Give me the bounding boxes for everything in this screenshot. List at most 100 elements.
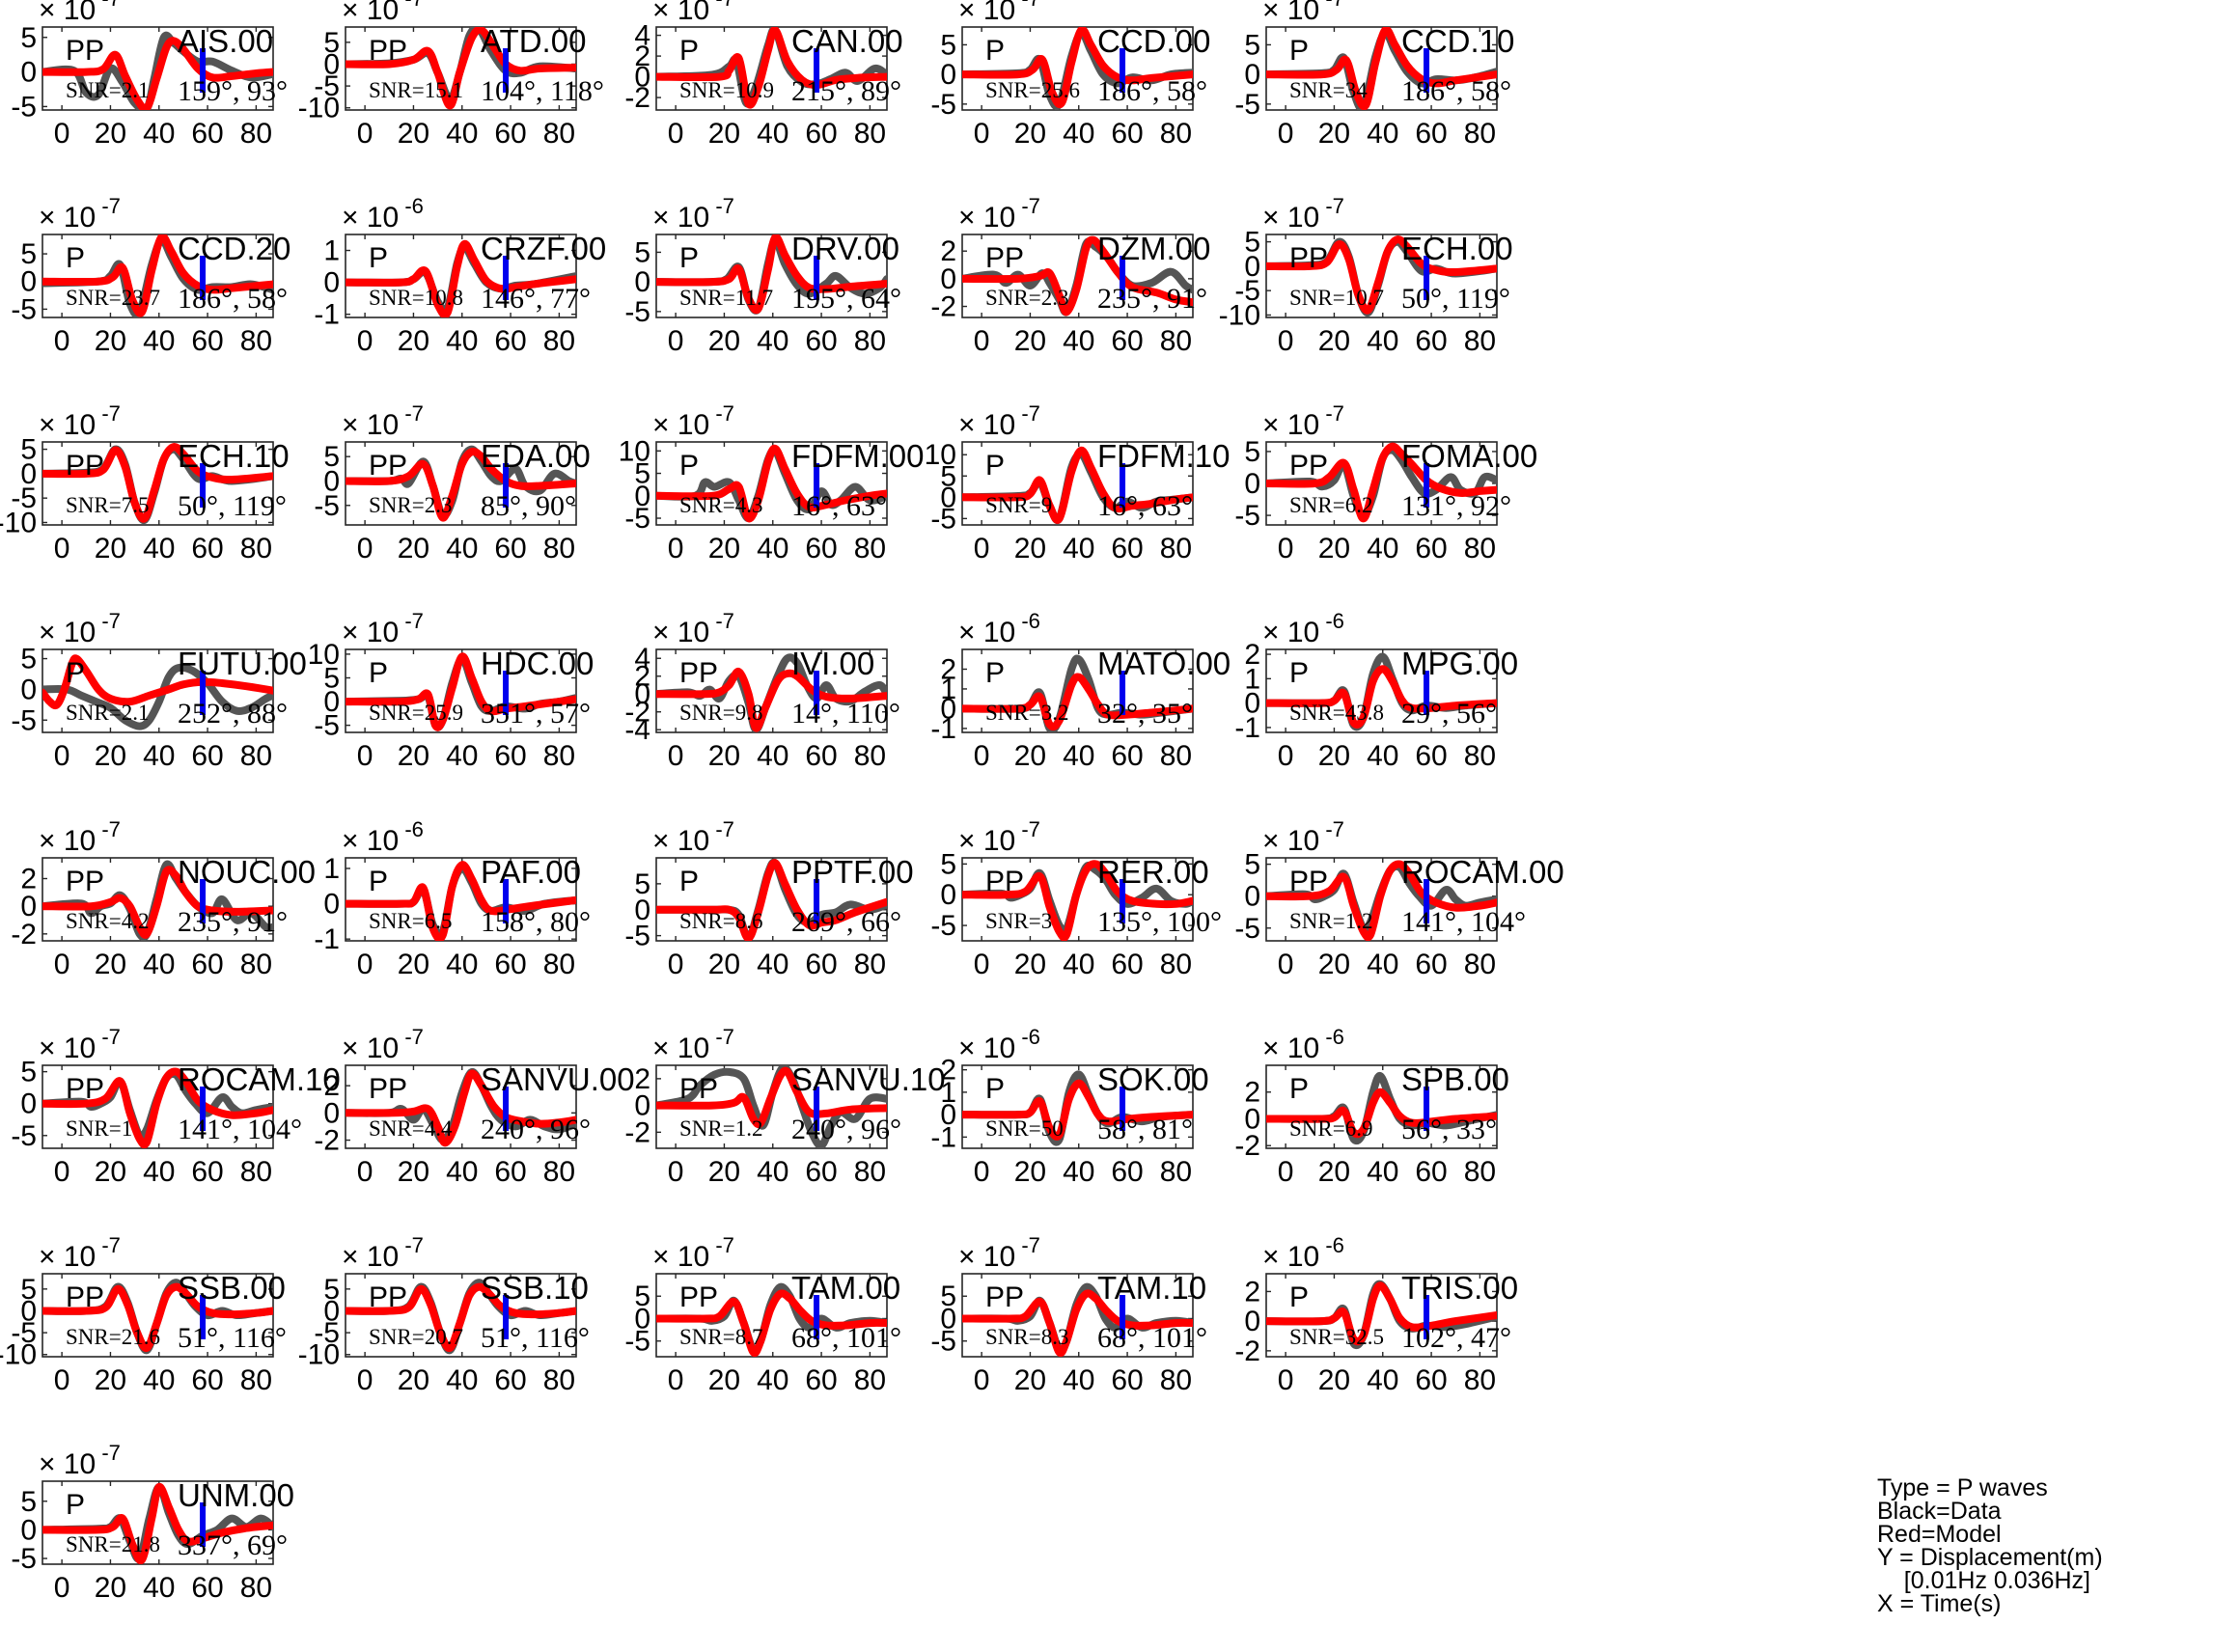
y-tick-label: 0 xyxy=(20,458,37,490)
x-tick-label: 60 xyxy=(191,740,223,772)
y-tick-label: 0 xyxy=(940,1099,956,1131)
snr-label: SNR=1.2 xyxy=(1289,909,1372,933)
x-tick-label: 20 xyxy=(1014,533,1046,564)
y-tick-label: 5 xyxy=(20,238,37,270)
y-tick-label: -2 xyxy=(624,697,650,729)
x-tick-label: 60 xyxy=(494,1364,526,1396)
x-tick-label: 80 xyxy=(1160,325,1192,357)
y-tick-label: 5 xyxy=(634,236,650,268)
y-tick-label: 0 xyxy=(20,674,37,705)
phase-label: P xyxy=(1289,657,1309,689)
snr-label: SNR=9 xyxy=(985,493,1052,517)
phase-label: PP xyxy=(679,657,718,689)
legend-model: Red=Model xyxy=(1877,1521,2002,1548)
y-tick-label: -10 xyxy=(0,507,37,538)
snr-label: SNR=21.6 xyxy=(66,1325,160,1349)
x-tick-label: 0 xyxy=(54,1364,70,1396)
station-label: NOUC.00 xyxy=(178,854,316,890)
x-tick-label: 20 xyxy=(708,533,740,564)
axes-frame xyxy=(41,857,274,942)
x-tick-label: 80 xyxy=(1160,949,1192,980)
y-tick-label: -1 xyxy=(314,923,340,955)
x-tick-label: 40 xyxy=(143,325,175,357)
y-tick-label: -1 xyxy=(930,1121,956,1153)
x-tick-label: 20 xyxy=(1014,118,1046,150)
y-tick-label: -5 xyxy=(624,296,650,328)
scale-exponent: × 10 -7 xyxy=(39,194,121,234)
azimuth-label: 50°, 119° xyxy=(1401,283,1510,315)
x-tick-label: 20 xyxy=(95,118,126,150)
x-tick-label: 0 xyxy=(54,533,70,564)
snr-label: SNR=23.7 xyxy=(66,286,160,310)
station-label: SOK.00 xyxy=(1097,1061,1209,1097)
azimuth-label: 186°, 58° xyxy=(178,283,288,315)
scale-exponent: × 10 -7 xyxy=(958,817,1040,857)
phase-label: P xyxy=(369,657,388,689)
x-tick-label: 80 xyxy=(240,1364,272,1396)
phase-label: P xyxy=(679,450,699,482)
azimuth-label: 102°, 47° xyxy=(1401,1322,1511,1354)
y-tick-label: 5 xyxy=(940,460,956,492)
x-tick-label: 60 xyxy=(1111,740,1143,772)
scale-exponent: × 10 -7 xyxy=(958,0,1040,26)
x-tick-label: 80 xyxy=(854,325,886,357)
x-tick-label: 20 xyxy=(708,325,740,357)
scale-exponent: × 10 -7 xyxy=(652,401,734,441)
x-tick-label: 80 xyxy=(543,325,575,357)
y-tick-label: 0 xyxy=(323,1097,340,1129)
y-tick-label: -5 xyxy=(11,1317,37,1349)
y-tick-label: 5 xyxy=(1244,436,1260,468)
x-tick-label: 20 xyxy=(1014,740,1046,772)
azimuth-label: 240°, 96° xyxy=(791,1114,901,1145)
phase-label: PP xyxy=(66,35,104,67)
y-tick-label: 0 xyxy=(634,1090,650,1122)
axes-frame xyxy=(345,648,577,733)
model-trace xyxy=(42,1482,273,1564)
y-tick-label: -10 xyxy=(0,1339,37,1371)
y-tick-label: 5 xyxy=(20,1057,37,1088)
phase-label: P xyxy=(66,1489,85,1521)
azimuth-label: 240°, 96° xyxy=(481,1114,591,1145)
x-tick-label: 80 xyxy=(240,533,272,564)
scale-exponent: × 10 -7 xyxy=(958,1233,1040,1273)
phase-label: P xyxy=(1289,1073,1309,1105)
y-tick-label: -5 xyxy=(11,293,37,325)
y-tick-label: 2 xyxy=(634,41,650,72)
y-tick-label: 0 xyxy=(20,1295,37,1327)
y-tick-label: 2 xyxy=(940,1055,956,1087)
scale-exponent: × 10 -7 xyxy=(958,194,1040,234)
legend-type: Type = P waves xyxy=(1877,1474,2048,1501)
y-tick-label: -5 xyxy=(314,490,340,522)
legend-data: Black=Data xyxy=(1877,1498,2002,1525)
phase-label: P xyxy=(985,657,1005,689)
x-tick-label: 80 xyxy=(543,118,575,150)
snr-label: SNR=8.7 xyxy=(679,1325,762,1349)
phase-label: P xyxy=(985,1073,1005,1105)
y-tick-label: -5 xyxy=(314,710,340,742)
y-tick-label: 2 xyxy=(634,661,650,693)
model-trace xyxy=(42,1067,273,1148)
snr-label: SNR=2.1 xyxy=(66,701,149,725)
x-tick-label: 0 xyxy=(974,1156,990,1188)
x-tick-label: 20 xyxy=(398,1364,429,1396)
station-label: FUTU.00 xyxy=(178,646,307,681)
model-trace xyxy=(346,27,576,110)
y-tick-label: -5 xyxy=(314,70,340,102)
model-trace xyxy=(962,235,1193,317)
station-label: CCD.10 xyxy=(1401,23,1514,59)
y-tick-label: 5 xyxy=(323,662,340,694)
x-tick-label: 20 xyxy=(1318,325,1350,357)
azimuth-label: 215°, 89° xyxy=(791,75,901,107)
x-tick-label: 60 xyxy=(1415,1364,1447,1396)
phase-label: PP xyxy=(369,35,407,67)
azimuth-label: 235°, 91° xyxy=(178,906,288,938)
y-tick-label: -5 xyxy=(930,89,956,121)
x-tick-label: 0 xyxy=(54,1572,70,1604)
snr-label: SNR=2.3 xyxy=(369,493,452,517)
x-tick-label: 0 xyxy=(1278,325,1294,357)
snr-label: SNR=1 xyxy=(66,1116,132,1141)
snr-label: SNR=1.2 xyxy=(679,1116,762,1141)
